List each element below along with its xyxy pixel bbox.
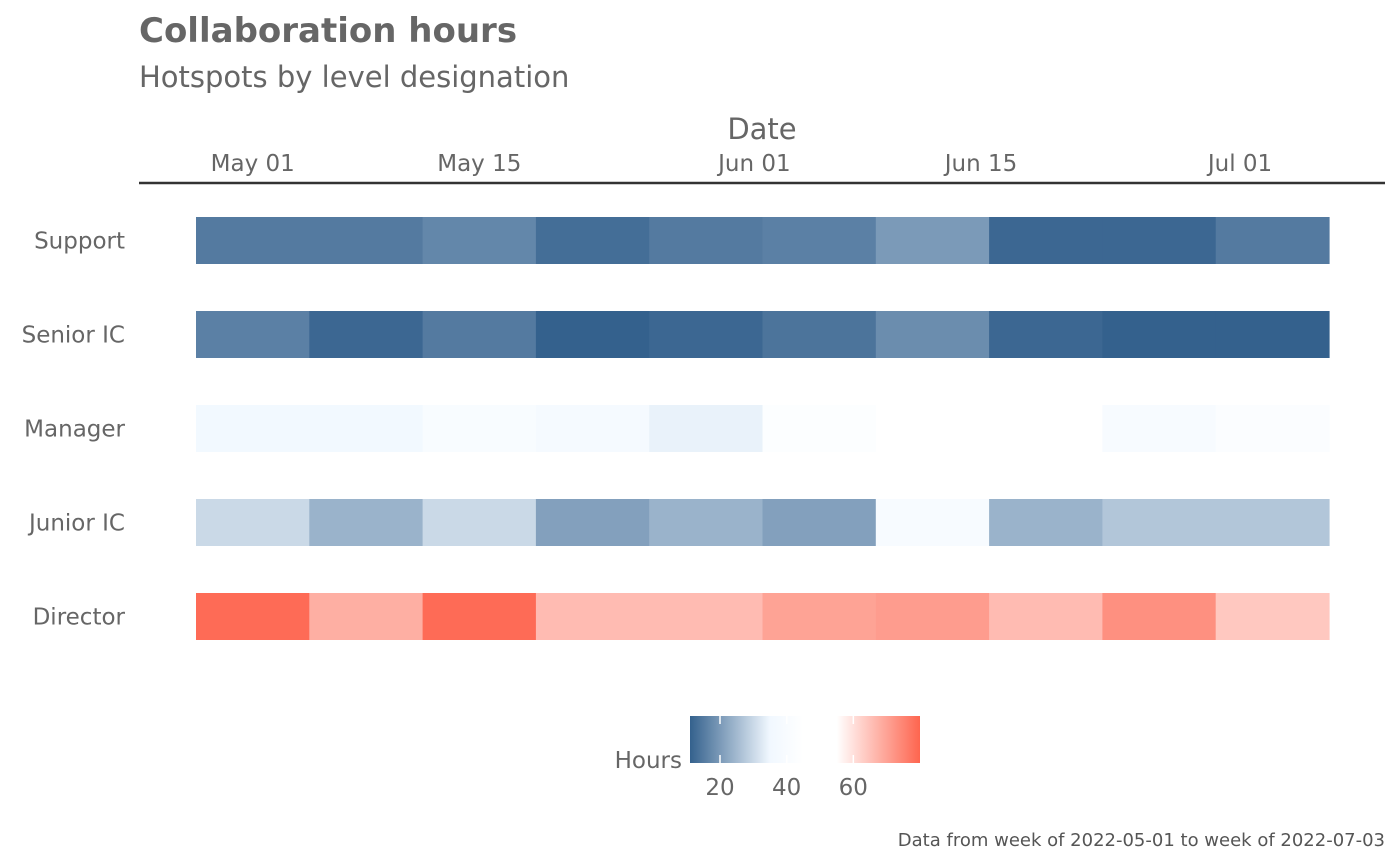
- heatmap-cell: [535, 499, 650, 546]
- chart-title: Collaboration hours: [139, 11, 517, 51]
- heatmap-cell: [309, 405, 424, 452]
- legend-ticks: 20 40 60: [705, 716, 868, 801]
- heatmap-cell: [1102, 311, 1217, 358]
- x-axis-ticks: May 01 May 15 Jun 01 Jun 15 Jul 01: [211, 151, 1273, 177]
- heatmap-cell: [309, 499, 424, 546]
- heatmap-cell: [422, 499, 537, 546]
- heatmap-cell: [1215, 405, 1330, 452]
- heatmap-cell: [1215, 311, 1330, 358]
- y-axis-label: Manager: [24, 417, 125, 443]
- heatmap-cell: [309, 593, 424, 640]
- heatmap-cell: [196, 311, 310, 358]
- heatmap-cell: [875, 311, 990, 358]
- chart-subtitle: Hotspots by level designation: [139, 60, 569, 94]
- legend-tick-label: 20: [705, 775, 734, 801]
- heatmap-cell: [989, 499, 1103, 546]
- heatmap-cell: [196, 593, 310, 640]
- heatmap-cell: [649, 405, 764, 452]
- heatmap-cell: [1215, 593, 1330, 640]
- heatmap-cell: [196, 405, 310, 452]
- heatmap-cell: [535, 593, 650, 640]
- heatmap-cell: [649, 217, 764, 264]
- x-axis-title: Date: [727, 112, 796, 146]
- x-tick-label: Jun 01: [716, 151, 791, 177]
- heatmap-cell: [1102, 405, 1217, 452]
- heatmap-cell: [535, 217, 650, 264]
- y-axis-label: Junior IC: [27, 511, 125, 537]
- heatmap-cell: [1102, 499, 1217, 546]
- chart-caption: Data from week of 2022-05-01 to week of …: [898, 830, 1385, 851]
- heatmap-cell: [422, 405, 537, 452]
- heatmap-cell: [649, 499, 764, 546]
- heatmap-cell: [196, 499, 310, 546]
- x-tick-label: May 15: [437, 151, 521, 177]
- heatmap-cell: [535, 405, 650, 452]
- heatmap-cell: [422, 217, 537, 264]
- heatmap-cell: [422, 593, 537, 640]
- y-axis-label: Senior IC: [22, 323, 125, 349]
- heatmap-cell: [762, 593, 877, 640]
- heatmap-cell: [309, 311, 424, 358]
- heatmap-cell: [989, 311, 1103, 358]
- heatmap-cells: [196, 217, 1330, 640]
- heatmap-cell: [875, 217, 990, 264]
- heatmap-cell: [1102, 593, 1217, 640]
- y-axis-labels: Support Senior IC Manager Junior IC Director: [22, 229, 126, 631]
- color-legend: Hours 20 40 60: [615, 716, 920, 801]
- heatmap-cell: [989, 593, 1103, 640]
- heatmap-cell: [762, 217, 877, 264]
- y-axis-label: Support: [34, 229, 125, 255]
- heatmap-cell: [875, 593, 990, 640]
- legend-tick-label: 60: [839, 775, 868, 801]
- heatmap-cell: [1102, 217, 1217, 264]
- heatmap-cell: [989, 217, 1103, 264]
- heatmap-cell: [762, 405, 877, 452]
- heatmap-cell: [1215, 499, 1330, 546]
- legend-colorbar: [690, 716, 920, 763]
- heatmap-cell: [1215, 217, 1330, 264]
- heatmap-cell: [535, 311, 650, 358]
- heatmap-cell: [649, 311, 764, 358]
- heatmap-cell: [196, 217, 310, 264]
- heatmap-cell: [762, 311, 877, 358]
- x-tick-label: Jul 01: [1206, 151, 1272, 177]
- legend-tick-label: 40: [772, 775, 801, 801]
- y-axis-label: Director: [33, 605, 126, 631]
- heatmap-cell: [875, 499, 990, 546]
- heatmap-cell: [422, 311, 537, 358]
- x-tick-label: May 01: [211, 151, 295, 177]
- x-tick-label: Jun 15: [943, 151, 1018, 177]
- heatmap-cell: [875, 405, 990, 452]
- heatmap-cell: [649, 593, 764, 640]
- legend-title: Hours: [615, 748, 682, 774]
- heatmap-cell: [309, 217, 424, 264]
- heatmap-cell: [762, 499, 877, 546]
- heatmap-cell: [989, 405, 1103, 452]
